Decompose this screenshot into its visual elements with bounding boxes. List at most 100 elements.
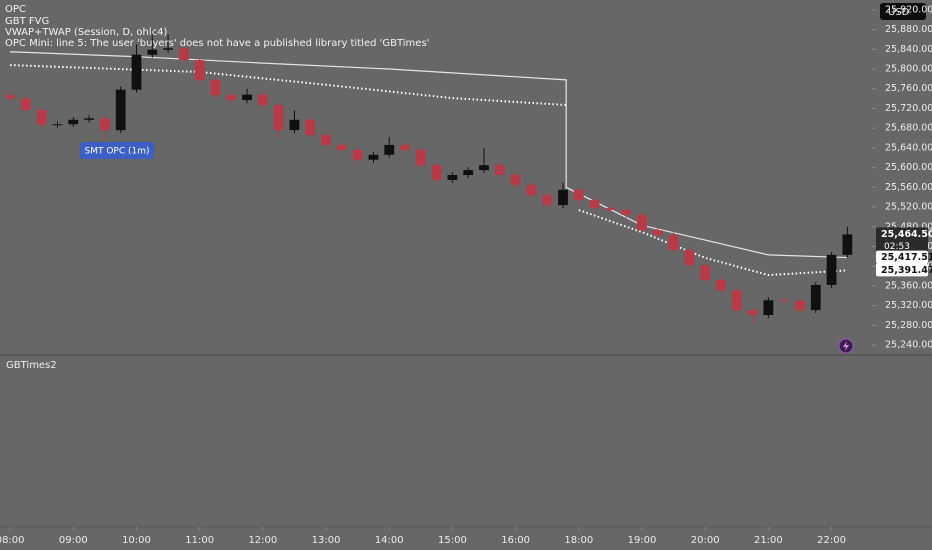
candle-body [131, 54, 142, 90]
x-tick-label: 15:00 [438, 535, 467, 546]
x-tick-label: 09:00 [59, 535, 88, 546]
candle-body [573, 189, 584, 201]
candle-body [652, 230, 663, 236]
candle-body [99, 118, 110, 131]
candle-body [257, 94, 268, 106]
x-tick-label: 14:00 [375, 535, 404, 546]
pane-title: GBTimes2 [6, 360, 57, 371]
x-tick-label: 16:00 [501, 535, 530, 546]
candle-body [273, 105, 284, 131]
indicator-label: OPC Mini: line 5: The user 'buyers' does… [5, 38, 429, 49]
y-tick-label: 25,840.00 [885, 44, 932, 55]
x-tick-label: 11:00 [185, 535, 214, 546]
price-label-box [876, 250, 928, 264]
price-label-box [876, 227, 928, 254]
vwap-line [578, 209, 848, 277]
annotation-text: SMT OPC (1m) [84, 147, 149, 157]
bolt [843, 341, 849, 351]
candle-body [589, 200, 600, 209]
candle-body [163, 48, 173, 50]
candle-body [210, 79, 221, 96]
candle-body [447, 175, 458, 180]
y-tick-label: 25,320.00 [885, 300, 932, 311]
candle-body [795, 300, 805, 311]
candle-body [415, 149, 426, 166]
x-tick-label: 12:00 [248, 535, 277, 546]
x-tick-label: 08:00 [0, 535, 25, 546]
x-tick-label: 21:00 [754, 535, 783, 546]
price-label: 25,417.51 [881, 252, 932, 263]
candle-body [178, 48, 189, 61]
price-label: 25,391.47 [881, 265, 932, 276]
y-tick-label: 25,280.00 [885, 320, 932, 331]
indicator-label: OPC [5, 4, 26, 15]
candle-body [605, 208, 616, 211]
y-tick-label: 25,480.00 [885, 221, 932, 232]
candle-body [5, 95, 16, 99]
candle-body [352, 149, 363, 160]
y-tick-label: 25,760.00 [885, 83, 932, 94]
candle-body [826, 254, 837, 285]
currency-button[interactable] [880, 3, 926, 20]
candle-body [368, 154, 379, 160]
candle-body [542, 195, 553, 206]
y-tick-label: 25,800.00 [885, 64, 932, 75]
candle-body [747, 310, 758, 316]
candle-body [384, 144, 395, 155]
candle-body [194, 60, 205, 80]
candle-body [431, 165, 442, 180]
candle-body [621, 210, 632, 215]
candle-body [494, 165, 505, 176]
candle-body [52, 124, 63, 126]
candle-body [526, 184, 537, 196]
candle-body [84, 118, 94, 120]
currency-label[interactable]: USD [888, 7, 910, 18]
countdown: 02:53 [884, 242, 910, 252]
candle-body [842, 234, 853, 255]
y-tick-label: 25,680.00 [885, 123, 932, 134]
candle-body [810, 284, 821, 311]
candle-body [510, 175, 521, 185]
y-tick-label: 25,240.00 [885, 340, 932, 351]
candle-body [700, 265, 711, 281]
plot-area [5, 29, 853, 323]
y-tick-label: 25,720.00 [885, 103, 932, 114]
candle-body [21, 98, 31, 110]
candle-body [68, 119, 79, 125]
candle-body [321, 135, 331, 145]
annotation-box [80, 142, 154, 159]
candle-body [242, 94, 252, 101]
candle-body [684, 249, 695, 266]
candle-body [336, 144, 347, 150]
candle-body [400, 144, 410, 150]
x-tick-label: 13:00 [312, 535, 341, 546]
x-tick-label: 18:00 [564, 535, 593, 546]
candle-body [36, 109, 47, 125]
y-tick-label: 25,520.00 [885, 202, 932, 213]
candle-body [716, 280, 726, 291]
y-tick-label: 25,360.00 [885, 280, 932, 291]
candle-body [463, 170, 474, 176]
indicator-label: VWAP+TWAP (Session, D, ohlc4) [5, 27, 167, 38]
x-tick-label: 10:00 [122, 535, 151, 546]
y-tick-label: 25,560.00 [885, 182, 932, 193]
indicator-label: GBT FVG [5, 16, 49, 27]
price-label: 25,464.50 [881, 229, 932, 240]
candle-body [779, 300, 790, 302]
candle-body [731, 290, 742, 311]
candle-body [479, 165, 489, 171]
candle-body [668, 235, 679, 250]
y-tick-label: 25,600.00 [885, 162, 932, 173]
candle-body [305, 119, 316, 136]
candle-body [115, 89, 126, 131]
candle-body [147, 49, 158, 55]
candle-body [763, 300, 774, 316]
y-tick-label: 25,880.00 [885, 24, 932, 35]
x-tick-label: 19:00 [628, 535, 657, 546]
candle-body [289, 119, 300, 131]
price-label-box [876, 263, 928, 277]
vwap-line [10, 64, 567, 107]
candle-body [637, 214, 647, 231]
x-tick-label: 20:00 [691, 535, 720, 546]
